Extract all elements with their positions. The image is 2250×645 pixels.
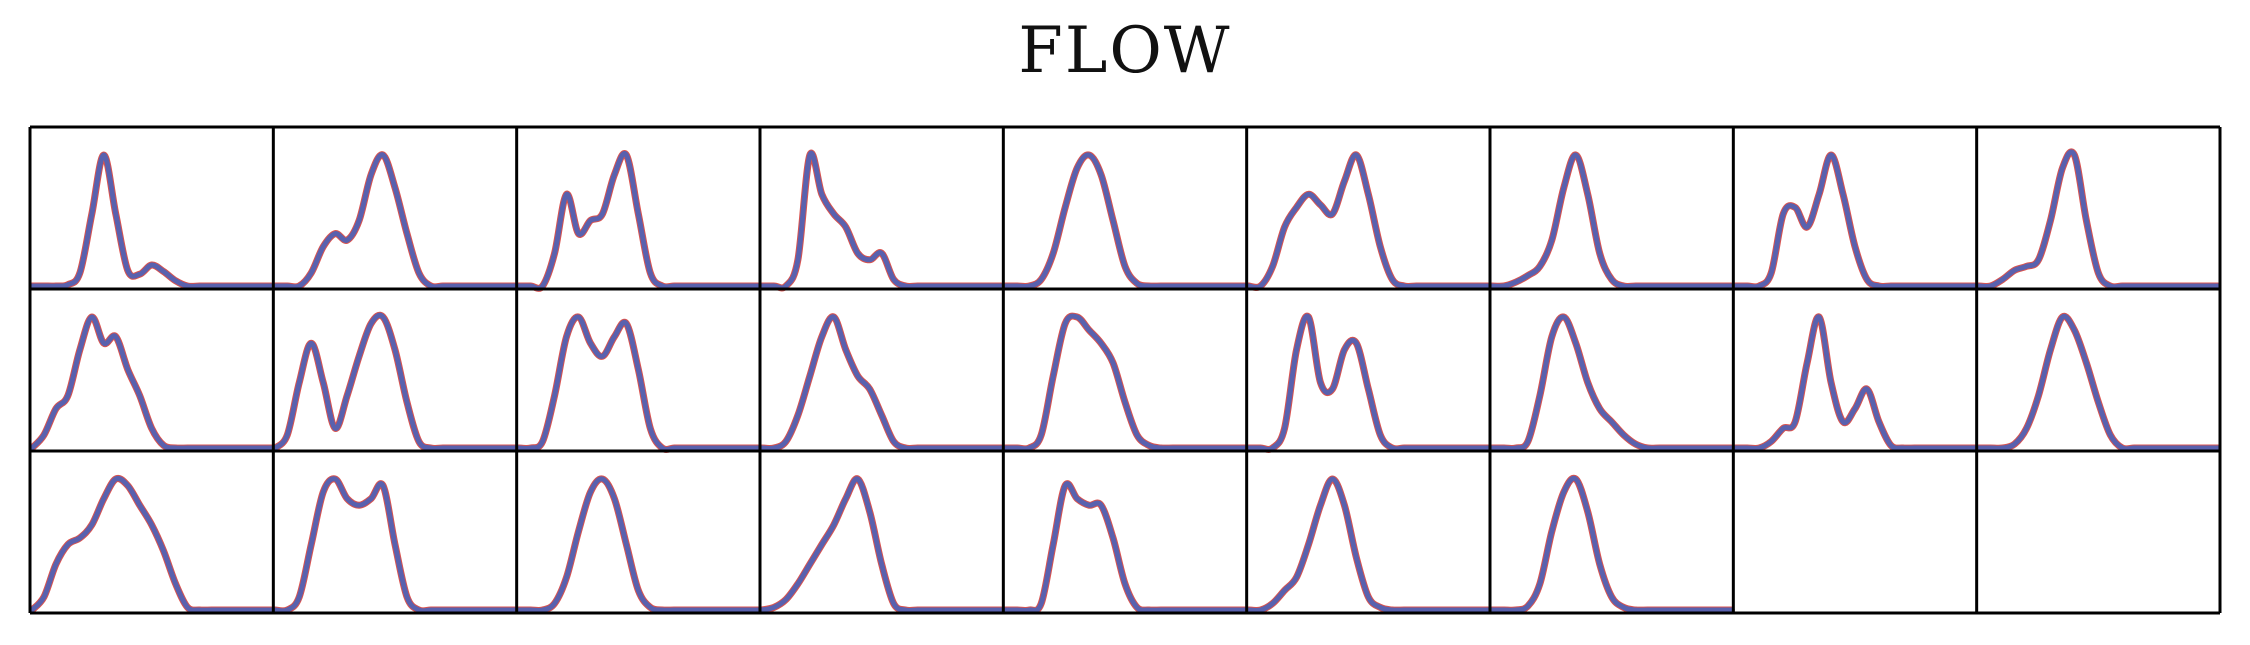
estimate-curve <box>759 314 1004 451</box>
panel-13 <box>758 313 1005 452</box>
estimate-curve <box>1246 152 1491 290</box>
panel-24 <box>1245 475 1492 614</box>
panel-14 <box>1001 312 1249 453</box>
panel-2 <box>271 151 519 291</box>
estimate-curve <box>1489 314 1734 451</box>
panel-25 <box>1488 474 1735 614</box>
estimate-curve <box>1246 476 1491 613</box>
reference-curve <box>758 475 1005 614</box>
estimate-curve <box>1002 313 1248 452</box>
chart-title: FLOW <box>1018 14 1232 88</box>
estimate-curve <box>516 314 761 452</box>
panel-12 <box>515 313 762 453</box>
panel-21 <box>515 475 762 614</box>
estimate-curve <box>29 314 274 451</box>
estimate-curve <box>1732 314 1978 451</box>
estimate-curve <box>1976 313 2221 452</box>
panel-11 <box>271 311 519 452</box>
panel-3 <box>515 150 762 292</box>
estimate-curve <box>1002 481 1248 613</box>
reference-curve <box>758 313 1005 452</box>
estimate-curve <box>516 476 761 613</box>
estimate-curve <box>1002 152 1248 289</box>
reference-curve <box>1488 151 1735 290</box>
panel-9 <box>1975 148 2222 291</box>
panel-6 <box>1245 151 1492 291</box>
estimate-curve <box>272 476 518 614</box>
panel-19 <box>28 474 275 614</box>
panel-8 <box>1731 151 1979 291</box>
grid-lines <box>28 125 2222 615</box>
panel-20 <box>271 475 519 615</box>
estimate-curve <box>29 475 274 613</box>
reference-curve <box>271 311 519 452</box>
panel-17 <box>1731 313 1979 452</box>
panel-7 <box>1488 151 1735 290</box>
reference-curve <box>1488 474 1735 614</box>
panel-10 <box>28 313 275 452</box>
estimate-curve <box>759 476 1004 613</box>
reference-curve <box>1001 480 1249 614</box>
estimate-curve <box>1246 313 1491 452</box>
estimate-curve <box>1489 475 1734 613</box>
panel-23 <box>1001 480 1249 614</box>
estimate-curve <box>516 151 761 291</box>
reference-curve <box>271 151 519 291</box>
estimate-curve <box>272 312 518 451</box>
estimate-curve <box>29 152 274 289</box>
panel-18 <box>1975 312 2222 453</box>
panel-15 <box>1245 312 1492 453</box>
panel-5 <box>1001 151 1249 290</box>
panel-16 <box>1488 313 1735 452</box>
panel-22 <box>758 475 1005 614</box>
estimate-curve <box>1489 152 1734 289</box>
estimate-curve <box>272 152 518 290</box>
estimate-curve <box>759 150 1004 291</box>
panel-1 <box>28 151 275 290</box>
estimate-curve <box>1976 149 2221 290</box>
panel-4 <box>758 149 1005 292</box>
reference-curve <box>1488 313 1735 452</box>
estimate-curve <box>1732 152 1978 290</box>
reference-curve <box>1731 313 1979 452</box>
reference-curve <box>1975 312 2222 453</box>
